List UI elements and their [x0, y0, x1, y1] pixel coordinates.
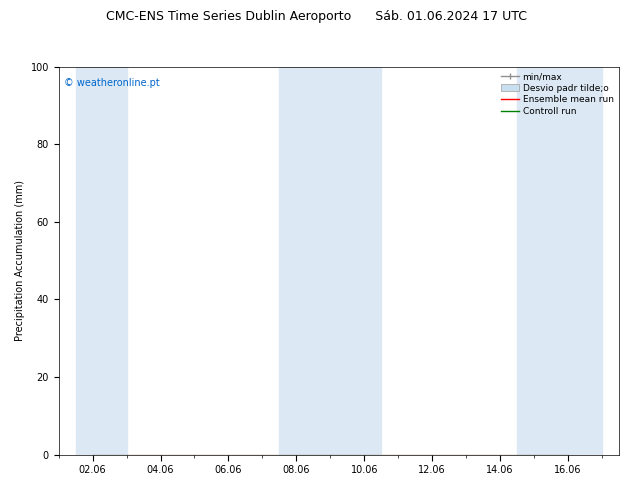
Bar [75, 67, 127, 455]
Text: © weatheronline.pt: © weatheronline.pt [64, 78, 160, 88]
Legend: min/max, Desvio padr tilde;o, Ensemble mean run, Controll run: min/max, Desvio padr tilde;o, Ensemble m… [497, 69, 617, 120]
Y-axis label: Precipitation Accumulation (mm): Precipitation Accumulation (mm) [15, 180, 25, 341]
Bar [517, 67, 602, 455]
Text: CMC-ENS Time Series Dublin Aeroporto      Sáb. 01.06.2024 17 UTC: CMC-ENS Time Series Dublin Aeroporto Sáb… [107, 10, 527, 23]
Bar [280, 67, 381, 455]
